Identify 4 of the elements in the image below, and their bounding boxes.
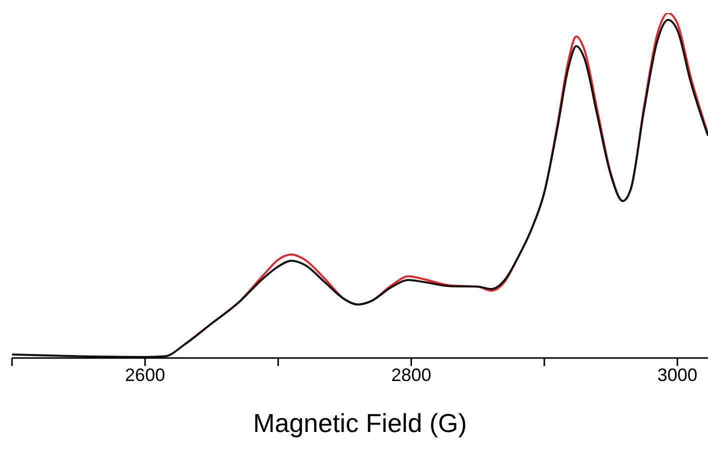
x-tick-label: 2800 (391, 364, 432, 385)
x-tick-label: 2600 (125, 364, 166, 385)
x-tick-label: 3000 (657, 364, 698, 385)
x-axis-title: Magnetic Field (G) (253, 408, 467, 438)
